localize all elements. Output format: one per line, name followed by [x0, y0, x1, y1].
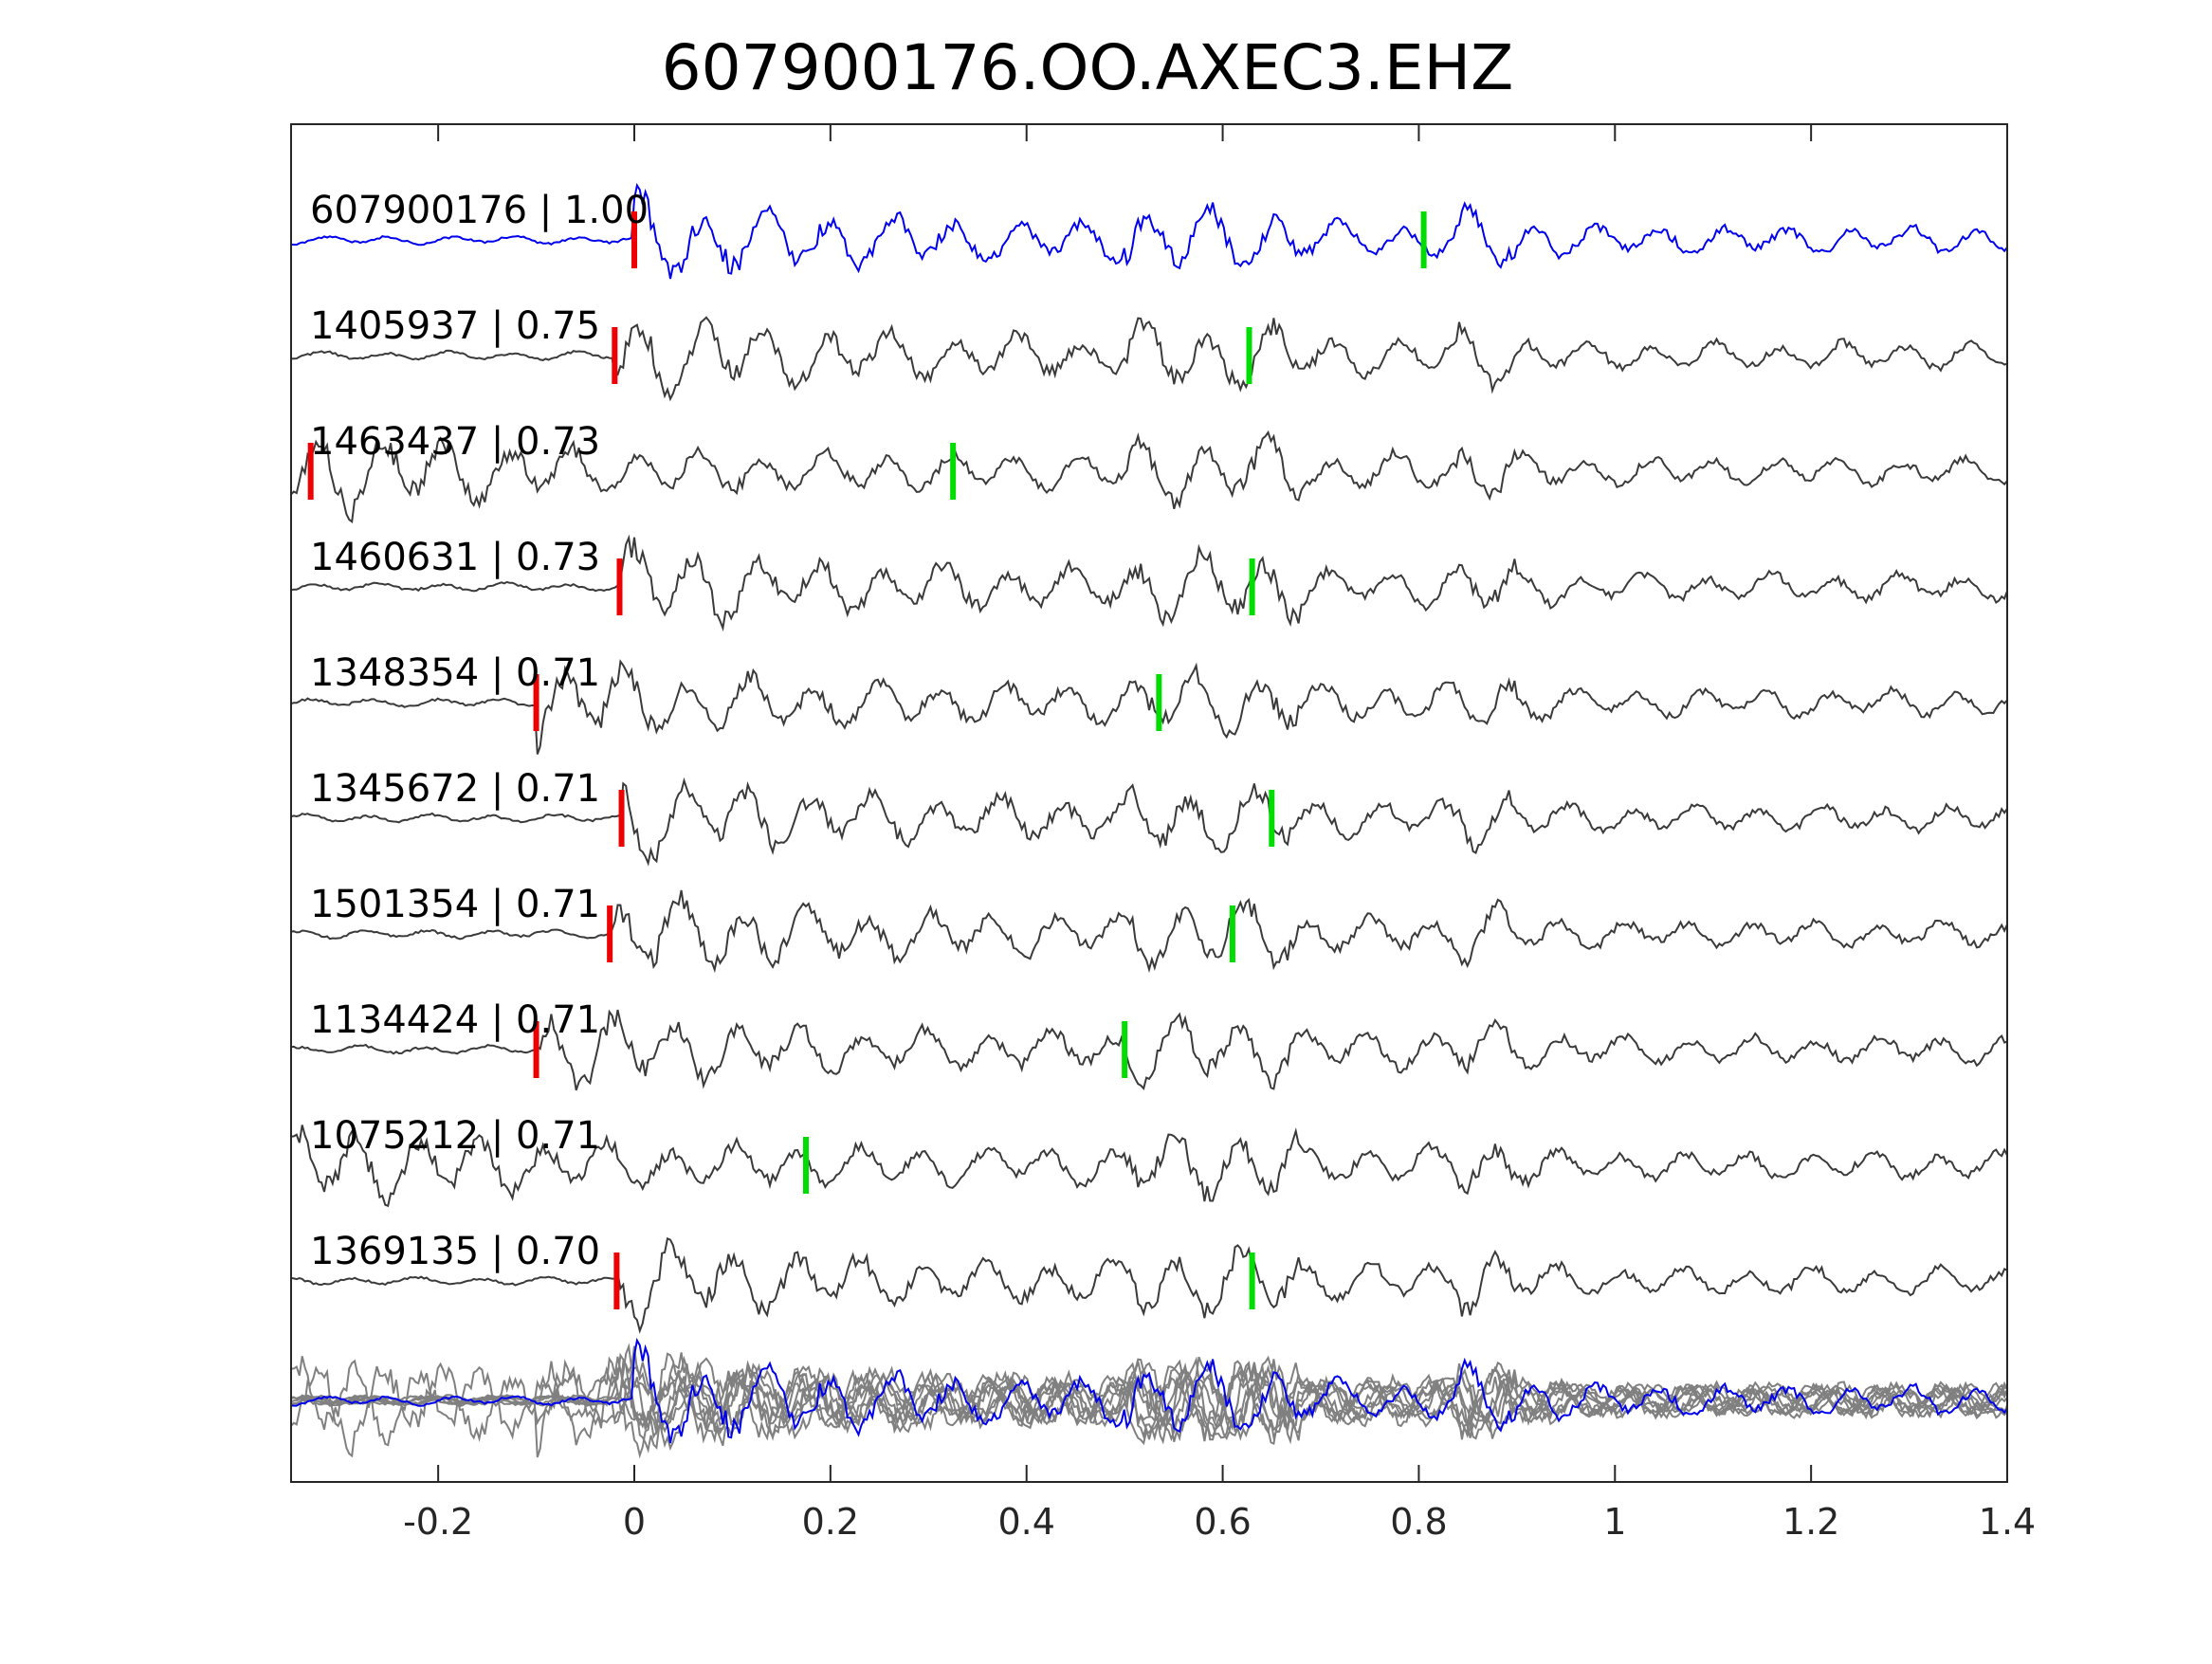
trace-1405937 [290, 316, 2008, 402]
stack-trace-1134424 [290, 1356, 2008, 1446]
trace-label-1463437: 1463437 | 0.73 [310, 420, 600, 464]
x-axis: -0.2 0 0.2 0.4 0.6 0.8 1 1.2 1.4 [403, 124, 2036, 1543]
trace-label-1134424: 1134424 | 0.71 [310, 998, 600, 1042]
labels-layer: 607900176 | 1.00 1405937 | 0.75 1463437 | … [310, 189, 649, 1273]
s-pick-1501354 [1229, 905, 1235, 962]
trace-1501354 [290, 889, 2008, 974]
trace-label-1348354: 1348354 | 0.71 [310, 651, 600, 695]
trace-label-1369135: 1369135 | 0.70 [310, 1230, 600, 1273]
trace-label-607900176: 607900176 | 1.00 [310, 189, 649, 232]
p-pick-1463437 [307, 443, 314, 500]
p-pick-1345672 [618, 790, 625, 847]
trace-label-1405937: 1405937 | 0.75 [310, 304, 600, 348]
p-pick-1134424 [533, 1021, 539, 1078]
x-tick-label: 1.4 [1979, 1501, 2036, 1543]
stack-trace-1348354 [290, 1352, 2008, 1458]
x-tick-label: 1 [1603, 1501, 1626, 1543]
picks-layer [307, 211, 1427, 1309]
trace-607900176 [290, 182, 2008, 280]
trace-1075212 [290, 1125, 2008, 1208]
trace-label-1075212: 1075212 | 0.71 [310, 1114, 600, 1158]
p-pick-1405937 [612, 327, 618, 384]
traces-layer [290, 182, 2008, 1334]
s-pick-1460631 [1249, 558, 1255, 615]
x-tick-label: 0.8 [1390, 1501, 1447, 1543]
x-tick-label: 1.2 [1782, 1501, 1839, 1543]
trace-1134424 [290, 1009, 2008, 1091]
s-pick-1405937 [1246, 327, 1252, 384]
stack-trace-1075212 [290, 1356, 2008, 1447]
x-tick-label: 0.4 [997, 1501, 1054, 1543]
stack-trace-607900176 [290, 1337, 2008, 1444]
chart-title: 607900176.OO.AXEC3.EHZ [662, 31, 1514, 104]
p-pick-1348354 [533, 674, 539, 731]
trace-label-1501354: 1501354 | 0.71 [310, 883, 600, 926]
s-pick-1134424 [1122, 1021, 1128, 1078]
p-pick-1460631 [616, 558, 623, 615]
s-pick-1463437 [950, 443, 957, 500]
plot-frame [290, 123, 2008, 1483]
s-pick-1345672 [1269, 790, 1275, 847]
x-tick-label: 0 [623, 1501, 646, 1543]
stack-layer [290, 1337, 2008, 1459]
s-pick-1369135 [1249, 1253, 1255, 1309]
trace-1369135 [290, 1236, 2008, 1334]
s-pick-607900176 [1420, 211, 1427, 268]
x-tick-label: 0.2 [802, 1501, 859, 1543]
trace-1460631 [290, 534, 2008, 632]
p-pick-1369135 [613, 1253, 620, 1309]
trace-label-1460631: 1460631 | 0.73 [310, 536, 600, 579]
trace-1348354 [290, 659, 2008, 755]
p-pick-607900176 [631, 211, 637, 268]
x-tick-label: -0.2 [403, 1501, 473, 1543]
s-pick-1075212 [803, 1137, 809, 1194]
stack-trace-1369135 [290, 1352, 2008, 1459]
trace-1463437 [290, 430, 2008, 524]
s-pick-1348354 [1156, 674, 1162, 731]
p-pick-1501354 [607, 905, 613, 962]
trace-label-1345672: 1345672 | 0.71 [310, 767, 600, 811]
x-tick-label: 0.6 [1194, 1501, 1251, 1543]
trace-1345672 [290, 777, 2008, 867]
